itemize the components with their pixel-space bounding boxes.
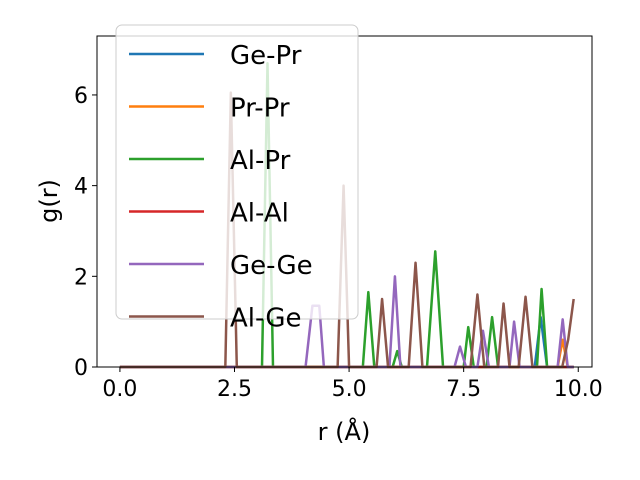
series-line-pr-pr <box>119 338 574 369</box>
x-tick-label: 2.5 <box>217 377 252 402</box>
y-tick-label: 4 <box>74 175 88 200</box>
x-axis: 0.0 2.5 5.0 7.5 10.0 <box>102 367 603 402</box>
x-tick-label: 0.0 <box>102 377 137 402</box>
x-tick-label: 5.0 <box>332 377 367 402</box>
x-tick-label: 10.0 <box>554 377 603 402</box>
legend-box <box>115 24 359 320</box>
y-tick-label: 0 <box>74 356 88 381</box>
legend-label: Al-Al <box>230 199 289 229</box>
y-tick-label: 2 <box>74 265 88 290</box>
legend-label: Pr-Pr <box>230 94 290 124</box>
y-axis: 0 2 4 6 <box>74 84 97 381</box>
legend-label: Al-Pr <box>230 146 291 176</box>
y-axis-label: g(r) <box>35 179 63 223</box>
y-tick-label: 6 <box>74 84 88 109</box>
legend: Ge-Pr Pr-Pr Al-Pr Al-Al Ge-Ge Al-Ge <box>115 24 359 334</box>
x-tick-label: 7.5 <box>446 377 481 402</box>
legend-label: Ge-Ge <box>230 251 313 281</box>
legend-label: Al-Ge <box>230 304 302 334</box>
x-axis-label: r (Å) <box>318 417 371 446</box>
legend-label: Ge-Pr <box>230 41 302 71</box>
